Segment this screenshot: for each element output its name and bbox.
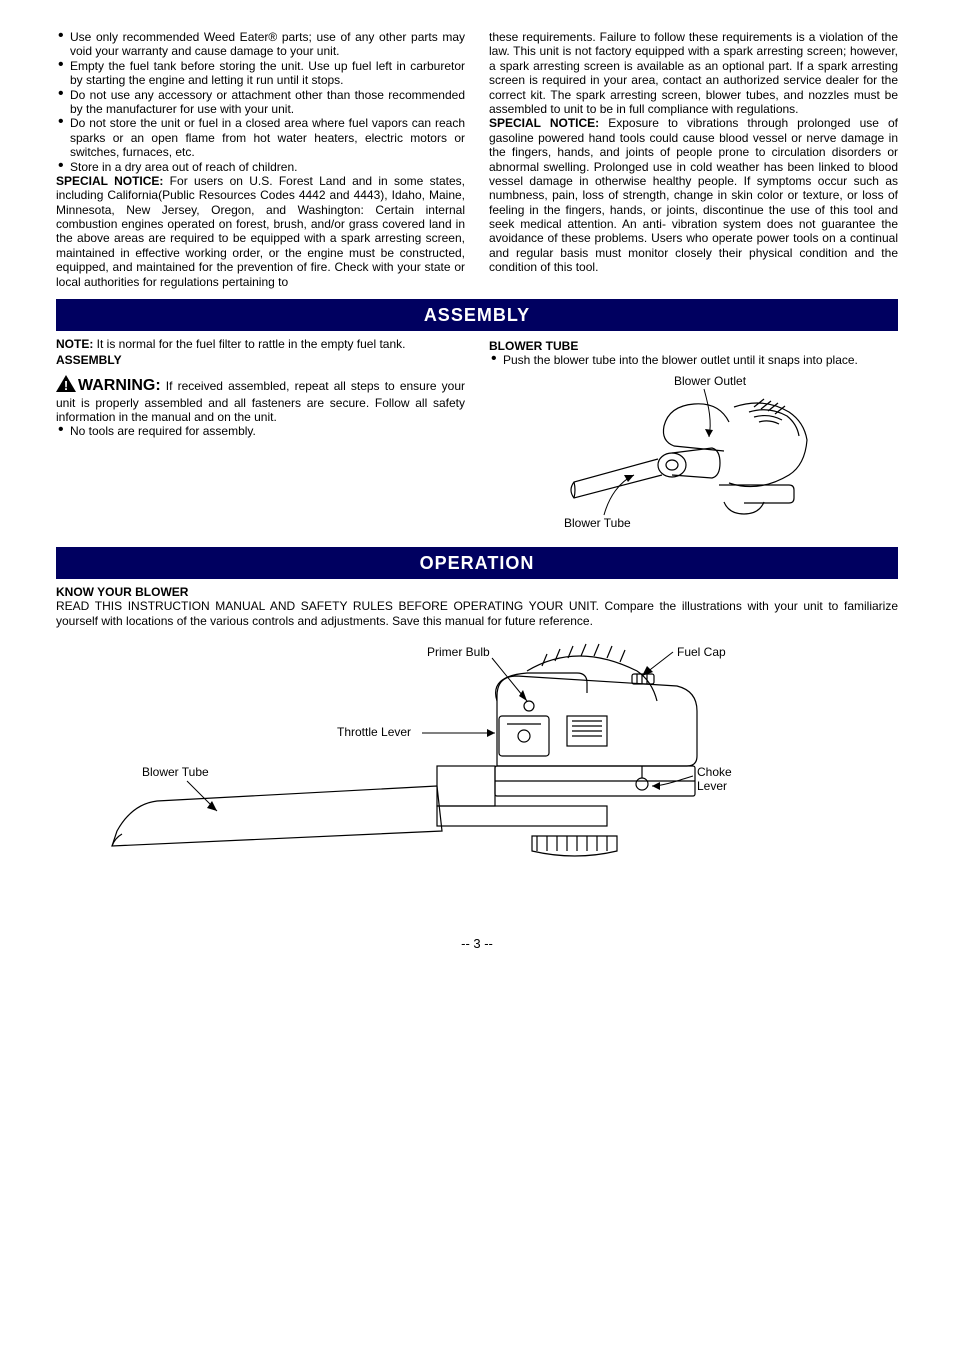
- note-body: It is normal for the fuel filter to ratt…: [93, 337, 405, 351]
- label-blower-tube: Blower Tube: [142, 765, 209, 779]
- special-notice-1: SPECIAL NOTICE: For users on U.S. Forest…: [56, 174, 465, 289]
- label-blower-outlet: Blower Outlet: [674, 374, 747, 388]
- special-notice-label: SPECIAL NOTICE:: [489, 116, 599, 130]
- blower-tube-steps: Push the blower tube into the blower out…: [489, 353, 898, 367]
- blower-tube-head: BLOWER TUBE: [489, 339, 898, 353]
- svg-text:!: !: [64, 378, 68, 392]
- assembly-col-right: BLOWER TUBE Push the blower tube into th…: [489, 337, 898, 538]
- page-number: -- 3 --: [56, 936, 898, 952]
- bullet-item: Use only recommended Weed Eater® parts; …: [56, 30, 465, 59]
- warning-label: WARNING:: [78, 377, 161, 394]
- special-notice-body: For users on U.S. Forest Land and in som…: [56, 174, 465, 289]
- operation-block: KNOW YOUR BLOWER READ THIS INSTRUCTION M…: [56, 585, 898, 896]
- assembly-columns: NOTE: It is normal for the fuel filter t…: [56, 337, 898, 538]
- assembly-bullets: No tools are required for assembly.: [56, 424, 465, 438]
- assembly-note: NOTE: It is normal for the fuel filter t…: [56, 337, 465, 351]
- bullet-item: Do not store the unit or fuel in a close…: [56, 116, 465, 159]
- bullet-item: Store in a dry area out of reach of chil…: [56, 160, 465, 174]
- label-primer: Primer Bulb: [427, 645, 490, 659]
- safety-columns: Use only recommended Weed Eater® parts; …: [56, 30, 898, 289]
- special-notice-label: SPECIAL NOTICE:: [56, 174, 163, 188]
- label-blower-tube: Blower Tube: [564, 516, 631, 530]
- safety-col-right: these requirements. Failure to follow th…: [489, 30, 898, 289]
- safety-col-left: Use only recommended Weed Eater® parts; …: [56, 30, 465, 289]
- warning-icon: !: [56, 375, 76, 392]
- operation-section-bar: OPERATION: [56, 547, 898, 579]
- know-your-blower-body: READ THIS INSTRUCTION MANUAL AND SAFETY …: [56, 599, 898, 628]
- bullet-item: Do not use any accessory or attachment o…: [56, 88, 465, 117]
- safety-right-para1: these requirements. Failure to follow th…: [489, 30, 898, 116]
- assembly-col-left: NOTE: It is normal for the fuel filter t…: [56, 337, 465, 538]
- assembly-section-bar: ASSEMBLY: [56, 299, 898, 331]
- know-your-blower-head: KNOW YOUR BLOWER: [56, 585, 898, 599]
- operation-diagram: Primer Bulb Fuel Cap Throttle Lever Chok…: [56, 636, 898, 896]
- bullet-item: Empty the fuel tank before storing the u…: [56, 59, 465, 88]
- label-throttle: Throttle Lever: [337, 725, 411, 739]
- assembly-subhead: ASSEMBLY: [56, 353, 465, 367]
- assembly-warning: ! WARNING: If received assembled, repeat…: [56, 375, 465, 424]
- special-notice-2: SPECIAL NOTICE: Exposure to vibrations t…: [489, 116, 898, 274]
- special-notice-body: Exposure to vibrations through prolonged…: [489, 116, 898, 274]
- label-choke-line1: Choke: [697, 765, 732, 779]
- label-choke-line2: Lever: [697, 779, 727, 793]
- blower-tube-diagram: Blower Outlet Blower Tube: [489, 367, 898, 537]
- safety-bullets: Use only recommended Weed Eater® parts; …: [56, 30, 465, 174]
- label-fuel-cap: Fuel Cap: [677, 645, 726, 659]
- bullet-item: Push the blower tube into the blower out…: [489, 353, 898, 367]
- bullet-item: No tools are required for assembly.: [56, 424, 465, 438]
- note-label: NOTE:: [56, 337, 93, 351]
